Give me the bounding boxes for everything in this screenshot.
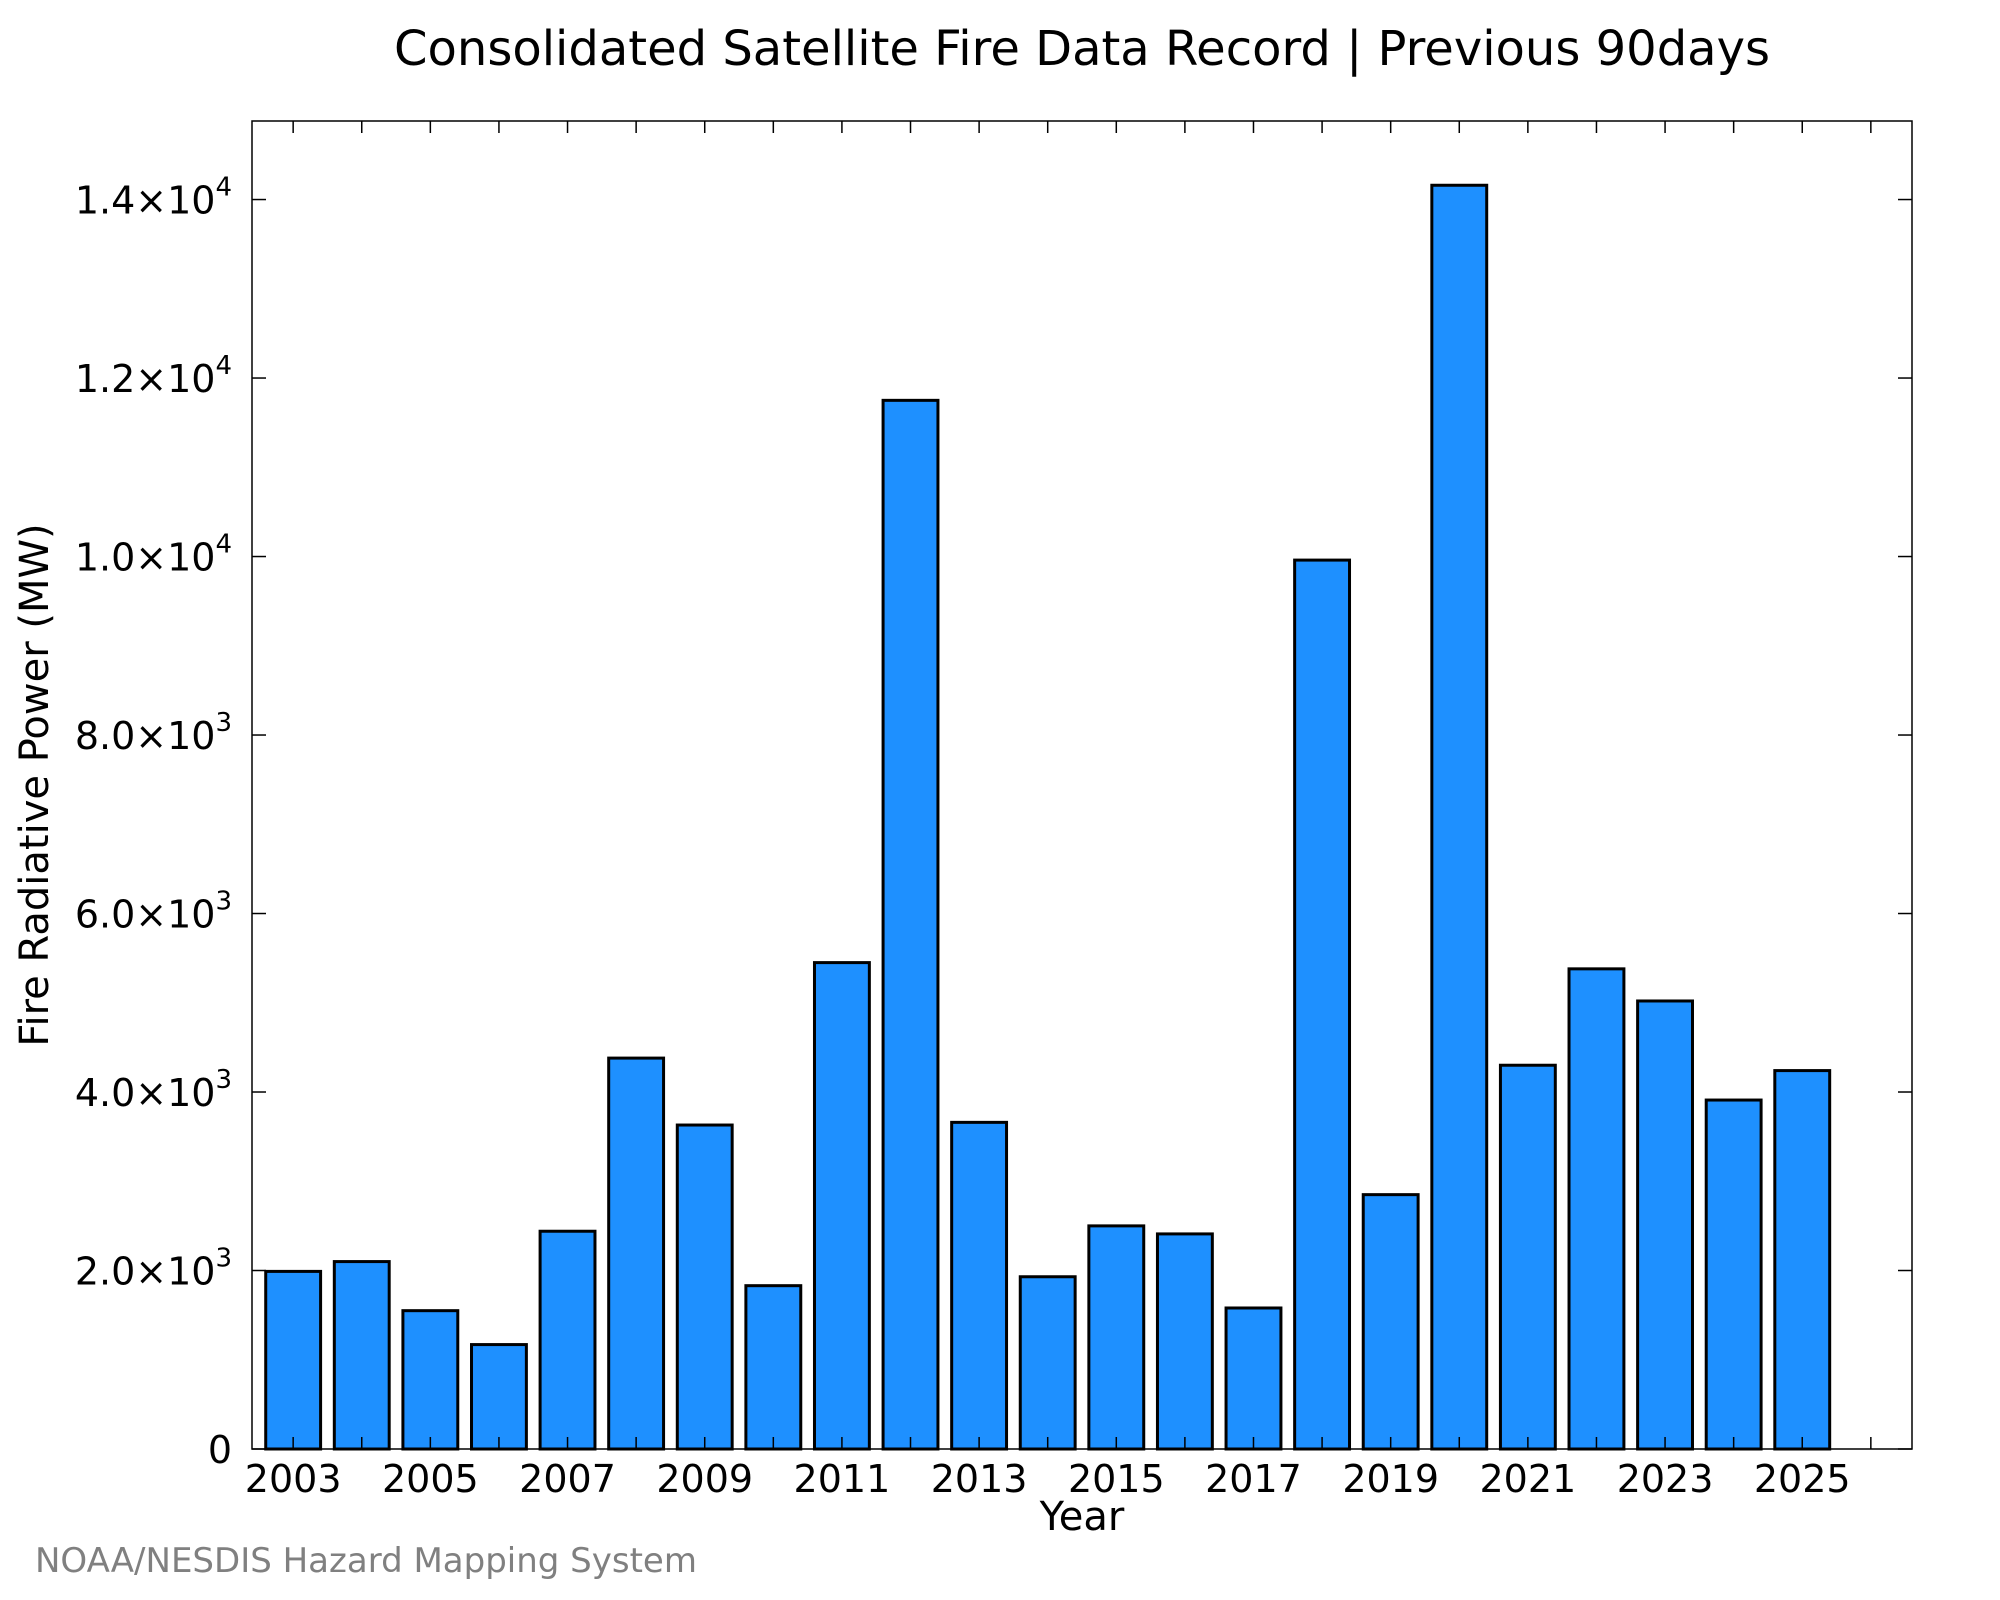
bar-2022 — [1567, 967, 1626, 1451]
bar-2008 — [607, 1056, 666, 1451]
bar-2017 — [1224, 1306, 1283, 1451]
x-tick-label: 2019 — [1342, 1457, 1439, 1501]
bar-2007 — [538, 1229, 597, 1451]
y-tick-label: 4.0×103 — [75, 1065, 232, 1115]
bar-2003 — [264, 1269, 323, 1451]
y-axis-label: Fire Radiative Power (MW) — [12, 523, 58, 1046]
y-tick-label: 1.0×104 — [75, 530, 232, 580]
x-tick-label: 2009 — [656, 1457, 753, 1501]
bar-2025 — [1773, 1069, 1832, 1451]
plot-area: 0 2.0×103 4.0×103 6.0×103 8.0×103 1.0×104 1.2×… — [75, 120, 1913, 1501]
bar-2023 — [1636, 999, 1694, 1451]
x-tick-label: 2015 — [1068, 1457, 1165, 1501]
bar-2016 — [1155, 1232, 1214, 1451]
bar-2012 — [881, 398, 940, 1451]
bar-2024 — [1704, 1098, 1763, 1451]
bar-2011 — [812, 961, 871, 1451]
bar-2020 — [1430, 183, 1489, 1451]
y-tick-label: 6.0×103 — [75, 887, 232, 937]
x-tick-label: 2013 — [931, 1457, 1028, 1501]
bar-2013 — [950, 1120, 1009, 1451]
x-axis-label: Year — [1039, 1494, 1125, 1540]
x-tick-label: 2005 — [382, 1457, 479, 1501]
x-tick-label: 2025 — [1754, 1457, 1851, 1501]
y-tick-label: 0 — [208, 1428, 232, 1472]
x-tick-label: 2011 — [794, 1457, 891, 1501]
y-tick-label: 2.0×103 — [75, 1244, 232, 1294]
bar-2005 — [401, 1309, 460, 1451]
y-tick-label: 8.0×103 — [75, 708, 232, 758]
plot-frame — [251, 120, 1913, 1450]
bar-2004 — [332, 1260, 391, 1451]
bar-2014 — [1018, 1275, 1077, 1451]
chart-title: Consolidated Satellite Fire Data Record … — [394, 21, 1770, 77]
y-tick-label: 1.2×104 — [75, 351, 232, 401]
bar-2018 — [1293, 558, 1352, 1451]
bar-2010 — [744, 1284, 803, 1451]
bar-2015 — [1087, 1224, 1146, 1451]
x-tick-label: 2023 — [1617, 1457, 1714, 1501]
credit-text: NOAA/NESDIS Hazard Mapping System — [35, 1541, 697, 1581]
x-tick-label: 2007 — [519, 1457, 616, 1501]
x-tick-label: 2021 — [1480, 1457, 1577, 1501]
bar-2006 — [470, 1343, 528, 1451]
bar-2009 — [675, 1123, 734, 1451]
y-tick-label: 1.4×104 — [75, 173, 232, 223]
x-tick-label: 2003 — [245, 1457, 342, 1501]
bar-2021 — [1498, 1063, 1557, 1451]
x-tick-label: 2017 — [1205, 1457, 1302, 1501]
bar-2019 — [1361, 1193, 1420, 1451]
